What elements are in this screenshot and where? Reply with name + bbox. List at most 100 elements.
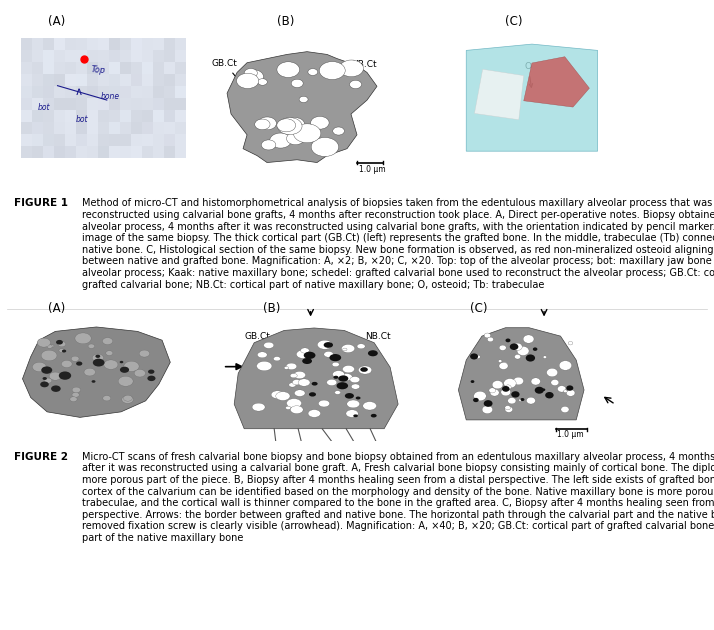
Bar [76,122,87,134]
Circle shape [347,400,360,408]
Circle shape [511,391,520,398]
Bar [175,146,186,158]
Circle shape [519,399,522,401]
Circle shape [103,396,111,401]
Text: NB.Ct: NB.Ct [355,332,391,343]
Circle shape [291,406,303,413]
Circle shape [75,333,91,344]
Bar [109,110,120,122]
Circle shape [531,378,540,385]
Bar [44,86,54,98]
Text: (A): (A) [49,15,66,28]
Bar [131,146,142,158]
Circle shape [61,360,72,367]
Text: GB.Ct: GB.Ct [244,332,270,351]
Circle shape [252,403,265,411]
Circle shape [271,391,283,399]
Circle shape [43,377,47,380]
Polygon shape [23,327,170,417]
Bar [175,86,186,98]
Circle shape [566,389,575,396]
Bar [65,122,76,134]
Circle shape [510,343,518,350]
Circle shape [59,372,71,380]
Bar [109,134,120,146]
Bar [21,62,32,74]
Circle shape [62,350,66,353]
Circle shape [351,384,360,389]
Bar [98,74,109,86]
Circle shape [336,382,348,389]
Circle shape [508,398,516,404]
Circle shape [147,375,156,381]
Circle shape [41,350,57,361]
Circle shape [523,335,534,343]
Polygon shape [234,328,398,428]
Bar [32,122,44,134]
Circle shape [236,73,258,89]
Bar [153,98,164,110]
Circle shape [505,385,511,390]
Bar [32,110,44,122]
Bar [109,74,120,86]
Bar [175,110,186,122]
Bar [65,110,76,122]
Text: NB.Ct: NB.Ct [351,60,377,88]
Bar [175,62,186,74]
Circle shape [559,361,572,370]
Bar [21,50,32,62]
Circle shape [41,367,52,374]
Circle shape [311,382,318,386]
Bar [87,86,98,98]
Bar [98,134,109,146]
Circle shape [292,379,301,385]
Circle shape [277,62,300,77]
Circle shape [490,389,499,396]
Bar [44,134,54,146]
Circle shape [122,396,134,403]
Bar [164,38,175,50]
Circle shape [338,375,348,382]
Bar [87,74,98,86]
Polygon shape [523,57,589,107]
Circle shape [484,333,491,338]
Circle shape [503,379,516,388]
Circle shape [568,341,573,345]
Circle shape [526,355,535,362]
Circle shape [286,363,297,370]
Circle shape [93,358,104,367]
Bar [109,62,120,74]
Circle shape [263,342,274,348]
Circle shape [318,400,330,407]
Text: GB.Ct: GB.Ct [212,59,243,86]
Bar [54,122,65,134]
Bar [131,134,142,146]
Circle shape [356,396,361,399]
Circle shape [76,362,82,365]
Bar [54,134,65,146]
Bar [76,98,87,110]
Circle shape [257,352,267,358]
Bar [98,38,109,50]
Circle shape [517,346,529,355]
Bar [175,38,186,50]
Bar [164,74,175,86]
Circle shape [323,342,333,348]
Bar [76,62,87,74]
Bar [87,134,98,146]
Bar [153,62,164,74]
Bar [32,74,44,86]
Bar [54,74,65,86]
Circle shape [139,350,150,357]
Circle shape [32,362,46,372]
Text: Micro-CT scans of fresh calvarial bone biopsy and bone biopsy obtained from an e: Micro-CT scans of fresh calvarial bone b… [82,452,714,543]
Circle shape [353,415,358,417]
Bar [21,98,32,110]
Bar [120,86,131,98]
Circle shape [296,350,310,358]
Circle shape [563,390,567,392]
Circle shape [298,379,310,386]
Bar [32,86,44,98]
Bar [164,86,175,98]
Circle shape [561,406,569,413]
